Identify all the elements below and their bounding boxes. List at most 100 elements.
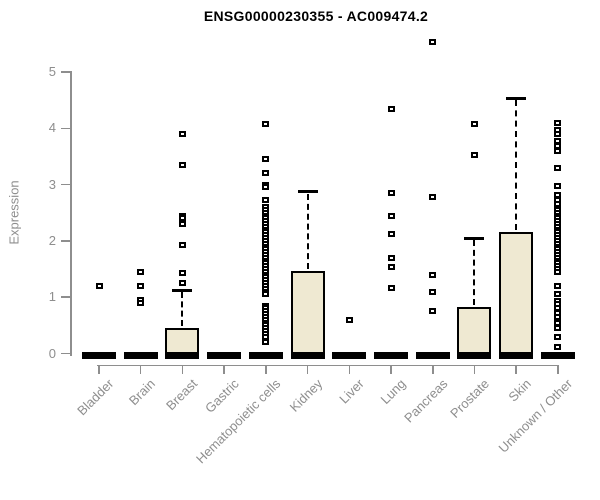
outlier-point [387,213,395,220]
outlier-point [178,241,186,248]
outlier-point [137,268,145,275]
whisker-cap [464,236,485,240]
box [457,306,492,355]
x-tick-mark [306,364,309,374]
x-category-label: Prostate [447,376,493,421]
outlier-point [554,164,562,171]
whisker-cap [297,190,318,194]
x-tick-mark [265,364,267,374]
outlier-point [178,221,186,227]
outlier-point [95,282,103,289]
outlier-point [345,316,353,323]
outlier-point [262,339,270,346]
outlier-point [387,190,395,197]
median-bar [499,352,534,359]
outlier-point [262,197,270,204]
x-tick-mark [557,364,559,374]
outlier-point [554,319,562,326]
whisker-line [181,292,184,326]
outlier-point [554,137,562,144]
x-category-label: Breast [162,376,201,414]
whisker-line [473,240,476,305]
outlier-point [262,333,270,340]
outlier-point [137,299,145,306]
whisker-cap [506,96,527,100]
x-tick-mark [139,364,142,374]
median-bar [207,352,242,359]
outlier-point [178,279,186,286]
outlier-point [429,288,437,295]
outlier-point [470,120,478,127]
median-bar [415,352,450,359]
outlier-point [554,147,562,154]
whisker-line [515,100,518,231]
x-tick-mark [223,364,225,374]
y-tick-label: 3 [48,176,56,192]
x-category-label: Skin [505,376,534,405]
outlier-point [262,170,270,177]
outlier-point [262,184,270,191]
y-tick-label: 4 [48,120,56,136]
outlier-point [429,272,437,279]
median-bar [248,352,283,359]
median-bar [457,352,492,359]
outlier-point [554,183,562,190]
y-tick-label: 5 [48,64,56,79]
y-axis-label: Expression [6,180,22,245]
y-tick-mark [61,127,70,130]
whisker-cap [172,288,193,292]
box [499,232,534,355]
y-axis-line [70,71,72,356]
box [165,327,200,355]
x-tick-mark [515,364,517,374]
outlier-point [470,152,478,159]
outlier-point [178,269,186,276]
y-tick-label: 0 [48,345,56,361]
median-bar [332,352,367,359]
outlier-point [554,313,562,320]
outlier-point [387,231,395,238]
outlier-point [554,191,562,198]
outlier-point [554,201,562,208]
x-tick-mark [390,364,392,374]
x-tick-mark [181,364,184,374]
outlier-point [387,255,395,262]
x-category-label: Gastric [202,376,242,416]
x-tick-mark [98,364,100,374]
y-tick-label: 2 [48,232,56,248]
outlier-point [262,156,270,163]
outlier-point [178,130,186,137]
outlier-point [429,308,437,315]
x-category-label: Bladder [74,376,117,419]
outlier-point [554,325,562,332]
x-tick-mark [432,364,434,374]
outlier-point [429,39,437,46]
x-category-label: Liver [336,376,367,407]
median-bar [374,352,409,359]
outlier-point [387,285,395,292]
median-bar [123,352,158,359]
outlier-point [429,193,437,200]
median-bar [165,352,200,359]
whisker-line [306,193,309,269]
x-category-label: Kidney [286,376,326,415]
outlier-point [554,282,562,289]
y-tick-mark [61,240,70,242]
outlier-point [178,161,186,168]
outlier-point [178,215,186,222]
x-tick-mark [473,364,476,374]
outlier-point [387,105,395,112]
x-tick-mark [348,364,351,374]
chart-title: ENSG00000230355 - AC009474.2 [203,8,429,24]
outlier-point [554,291,562,298]
outlier-point [554,333,562,340]
outlier-point [387,264,395,271]
outlier-point [554,343,562,350]
outlier-point [554,119,562,126]
y-tick-label: 1 [48,289,56,305]
outlier-point [137,282,145,289]
y-tick-mark [61,352,70,355]
outlier-point [262,121,270,128]
outlier-point [262,291,270,298]
x-category-label: Brain [126,376,159,409]
